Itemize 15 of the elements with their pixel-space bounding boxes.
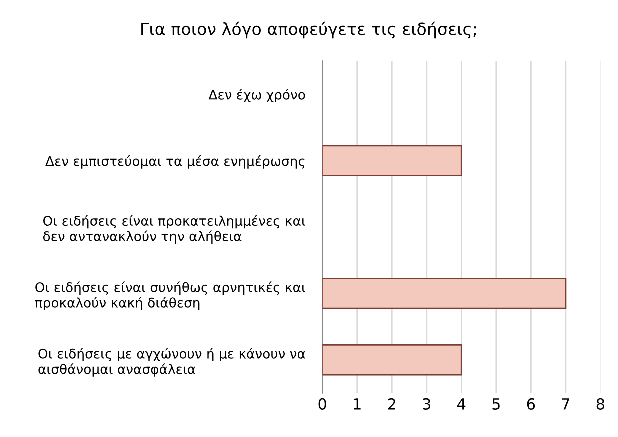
- x-tick-label: 0: [318, 398, 326, 410]
- y-tick-label: Οι ειδήσεις είναι προκατειλημμένες και δεν αντανακλούν την αλήθεια: [43, 215, 306, 244]
- y-tick-label: Δεν έχω χρόνο: [208, 89, 306, 102]
- x-tick-label: 6: [527, 398, 536, 410]
- x-tick-label: 1: [354, 398, 361, 410]
- y-tick-label: Οι ειδήσεις με αγχώνουν ή με κάνουν να αισθάνομαι ανασφάλεια: [38, 348, 306, 377]
- x-tick-label: 4: [458, 398, 466, 410]
- x-tick-label: 3: [423, 398, 431, 410]
- x-tick-label: 8: [596, 398, 605, 410]
- x-tick-label: 7: [562, 398, 570, 410]
- y-tick-label: Οι ειδήσεις είναι συνήθως αρνητικές και προκαλούν κακή διάθεση: [35, 282, 306, 310]
- y-tick-label: Δεν εμπιστεύομαι τα μέσα ενημέρωσης: [46, 156, 305, 169]
- x-tick-label: 5: [492, 398, 500, 410]
- chart-title: Για ποιον λόγο αποφεύγετε τις ειδήσεις;: [142, 22, 476, 39]
- x-tick-label: 2: [388, 398, 396, 410]
